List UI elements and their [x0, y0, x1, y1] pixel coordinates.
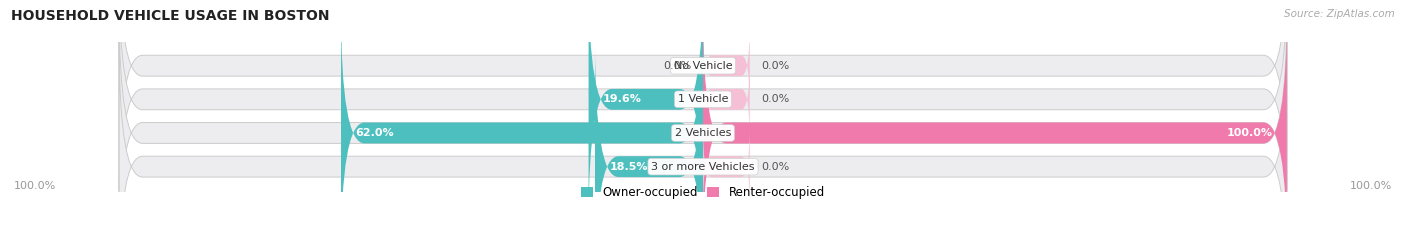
Text: 2 Vehicles: 2 Vehicles — [675, 128, 731, 138]
Text: 0.0%: 0.0% — [762, 94, 790, 104]
Legend: Owner-occupied, Renter-occupied: Owner-occupied, Renter-occupied — [576, 182, 830, 204]
Text: 19.6%: 19.6% — [603, 94, 643, 104]
Text: HOUSEHOLD VEHICLE USAGE IN BOSTON: HOUSEHOLD VEHICLE USAGE IN BOSTON — [11, 9, 330, 23]
Text: 0.0%: 0.0% — [664, 61, 692, 71]
FancyBboxPatch shape — [120, 0, 1286, 190]
Text: 100.0%: 100.0% — [1226, 128, 1272, 138]
Text: 0.0%: 0.0% — [762, 162, 790, 172]
Text: 1 Vehicle: 1 Vehicle — [678, 94, 728, 104]
FancyBboxPatch shape — [342, 9, 703, 234]
Text: 0.0%: 0.0% — [762, 61, 790, 71]
Text: 62.0%: 62.0% — [356, 128, 394, 138]
FancyBboxPatch shape — [120, 42, 1286, 234]
FancyBboxPatch shape — [703, 9, 1286, 234]
FancyBboxPatch shape — [703, 59, 749, 139]
FancyBboxPatch shape — [703, 127, 749, 207]
Text: 3 or more Vehicles: 3 or more Vehicles — [651, 162, 755, 172]
FancyBboxPatch shape — [120, 9, 1286, 234]
Text: No Vehicle: No Vehicle — [673, 61, 733, 71]
Text: Source: ZipAtlas.com: Source: ZipAtlas.com — [1284, 9, 1395, 19]
FancyBboxPatch shape — [120, 0, 1286, 223]
Text: 18.5%: 18.5% — [610, 162, 648, 172]
FancyBboxPatch shape — [703, 26, 749, 106]
FancyBboxPatch shape — [589, 0, 703, 223]
Text: 100.0%: 100.0% — [14, 181, 56, 191]
Text: 100.0%: 100.0% — [1350, 181, 1392, 191]
FancyBboxPatch shape — [595, 42, 703, 234]
